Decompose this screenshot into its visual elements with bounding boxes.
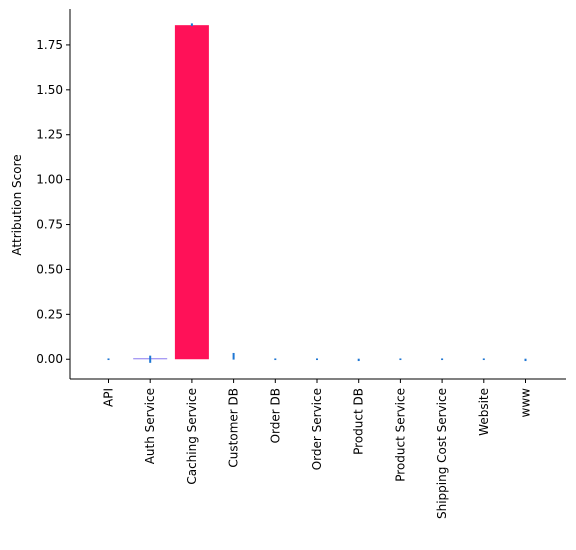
x-tick-label: Order DB <box>268 388 282 443</box>
x-tick-label: API <box>102 388 116 407</box>
y-tick-label: 0.00 <box>36 352 63 366</box>
x-tick-label: Customer DB <box>227 388 241 468</box>
bar-caching-service <box>174 25 209 360</box>
x-tick-label: Shipping Cost Service <box>435 388 449 519</box>
x-tick-label: Order Service <box>310 388 324 470</box>
x-tick-label: Auth Service <box>143 388 157 464</box>
y-tick-label: 1.75 <box>36 38 63 52</box>
y-tick-label: 1.00 <box>36 173 63 187</box>
y-tick-label: 1.50 <box>36 83 63 97</box>
x-tick-label: Product DB <box>352 388 366 455</box>
y-tick-label: 0.75 <box>36 218 63 232</box>
x-ticks-layer: API Auth Service Caching Service Customer D… <box>102 379 533 519</box>
x-tick-label: Product Service <box>393 388 407 482</box>
error-bars-layer <box>107 23 527 363</box>
y-tick-label: 0.50 <box>36 262 63 276</box>
x-tick-label: Website <box>477 388 491 436</box>
x-tick-label: Caching Service <box>185 388 199 485</box>
bars-layer <box>133 25 209 360</box>
y-tick-label: 0.25 <box>36 307 63 321</box>
axes-layer <box>69 9 566 380</box>
x-tick-label: www <box>519 388 533 418</box>
y-ticks-layer: 0.00 0.25 0.50 0.75 1.00 1.25 1.50 1.75 <box>36 38 70 366</box>
y-tick-label: 1.25 <box>36 128 63 142</box>
y-axis-title: Attribution Score <box>10 154 24 255</box>
